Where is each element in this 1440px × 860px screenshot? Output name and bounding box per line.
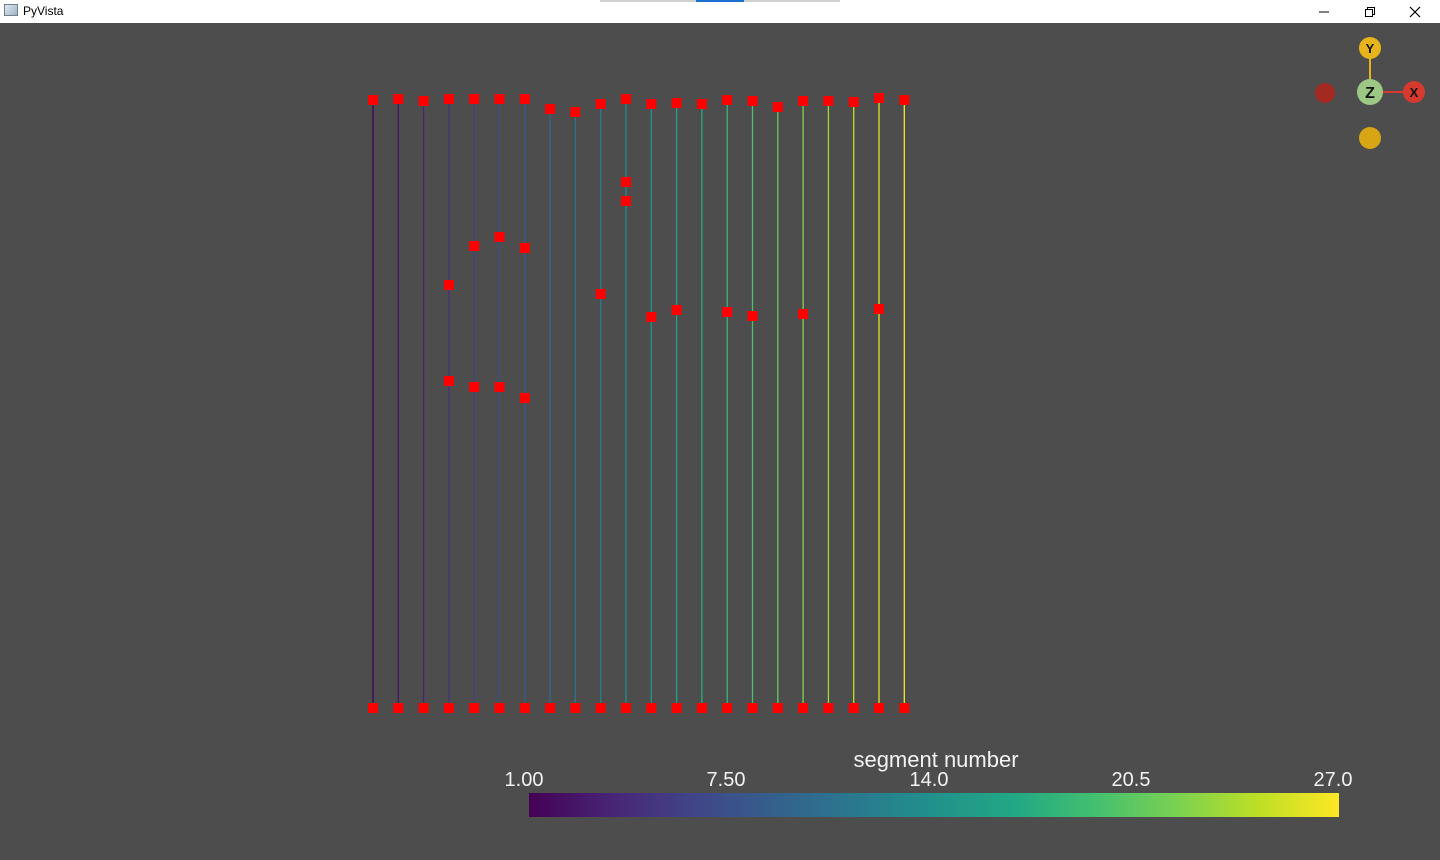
segment-point xyxy=(696,703,707,713)
segment-point xyxy=(519,94,530,104)
segment-point xyxy=(494,94,505,104)
segment-point xyxy=(874,93,884,103)
segment-point xyxy=(621,177,631,187)
scalar-bar-tick-4: 27.0 xyxy=(1313,769,1353,791)
window-title: PyVista xyxy=(23,4,64,18)
scalar-bar-tick-1: 7.50 xyxy=(706,769,746,791)
segment-point xyxy=(798,309,809,319)
segment-point xyxy=(747,96,758,106)
segment-point xyxy=(443,703,454,713)
segment-point xyxy=(848,97,859,107)
title-bar[interactable]: PyVista xyxy=(0,0,1440,23)
segment-point xyxy=(595,703,606,713)
minimize-icon xyxy=(1319,11,1329,12)
segment-point xyxy=(823,96,834,106)
segment-point xyxy=(798,703,809,713)
segment-point xyxy=(494,703,505,713)
scalar-bar-tick-2: 14.0 xyxy=(909,769,949,791)
segment-point xyxy=(570,703,581,713)
close-button[interactable] xyxy=(1392,0,1438,23)
segment-point xyxy=(545,703,556,713)
segment-point xyxy=(443,94,454,104)
segment-point xyxy=(899,95,910,105)
restore-button[interactable] xyxy=(1347,0,1393,23)
segment-point xyxy=(874,703,884,713)
segment-point xyxy=(393,94,404,104)
segment-point xyxy=(469,382,480,392)
segment-point xyxy=(747,311,758,321)
render-viewport[interactable]: X Y Z xyxy=(0,23,1440,860)
segment-point xyxy=(368,703,378,713)
segment-point xyxy=(469,94,480,104)
scene-canvas[interactable] xyxy=(0,23,1440,860)
segment-point xyxy=(469,703,480,713)
tab-hint-active xyxy=(696,0,744,2)
segment-point xyxy=(646,703,657,713)
segment-point xyxy=(595,289,606,299)
close-icon xyxy=(1409,6,1421,17)
segment-point xyxy=(646,312,657,322)
minimize-button[interactable] xyxy=(1301,0,1347,23)
segment-point xyxy=(671,703,682,713)
segment-point xyxy=(418,703,429,713)
segment-point xyxy=(494,232,505,242)
segment-point xyxy=(747,703,758,713)
segment-point xyxy=(519,393,530,403)
segment-point xyxy=(494,382,505,392)
segment-point xyxy=(570,107,581,117)
app-window-icon xyxy=(4,4,18,16)
segment-point xyxy=(899,703,910,713)
segment-point xyxy=(823,703,834,713)
tab-hint-right xyxy=(744,0,840,2)
scalar-bar-tick-3: 20.5 xyxy=(1111,769,1151,791)
restore-icon xyxy=(1365,6,1375,17)
scalar-bar-tick-0: 1.00 xyxy=(504,769,544,791)
segment-point xyxy=(368,95,378,105)
segment-point xyxy=(798,96,809,106)
segment-point xyxy=(545,104,556,114)
segment-point xyxy=(595,99,606,109)
segment-point xyxy=(671,98,682,108)
segment-point xyxy=(671,305,682,315)
segment-point xyxy=(722,307,733,317)
segment-point xyxy=(621,94,631,104)
segment-point xyxy=(848,703,859,713)
segment-point xyxy=(696,99,707,109)
segment-point xyxy=(443,376,454,386)
segment-point xyxy=(722,95,733,105)
segment-point xyxy=(772,102,783,112)
segment-point xyxy=(418,96,429,106)
segment-point xyxy=(874,304,884,314)
scalar-bar-colormap[interactable] xyxy=(529,793,1339,817)
segment-point xyxy=(621,703,631,713)
segment-point xyxy=(519,703,530,713)
segment-point xyxy=(772,703,783,713)
segment-point xyxy=(519,243,530,253)
segment-point xyxy=(722,703,733,713)
segment-point xyxy=(393,703,404,713)
segment-point xyxy=(469,241,480,251)
segment-point xyxy=(443,280,454,290)
tab-hint-left xyxy=(600,0,696,2)
segment-point xyxy=(646,99,657,109)
segment-point xyxy=(621,196,631,206)
scalar-bar-title: segment number xyxy=(853,747,1019,772)
